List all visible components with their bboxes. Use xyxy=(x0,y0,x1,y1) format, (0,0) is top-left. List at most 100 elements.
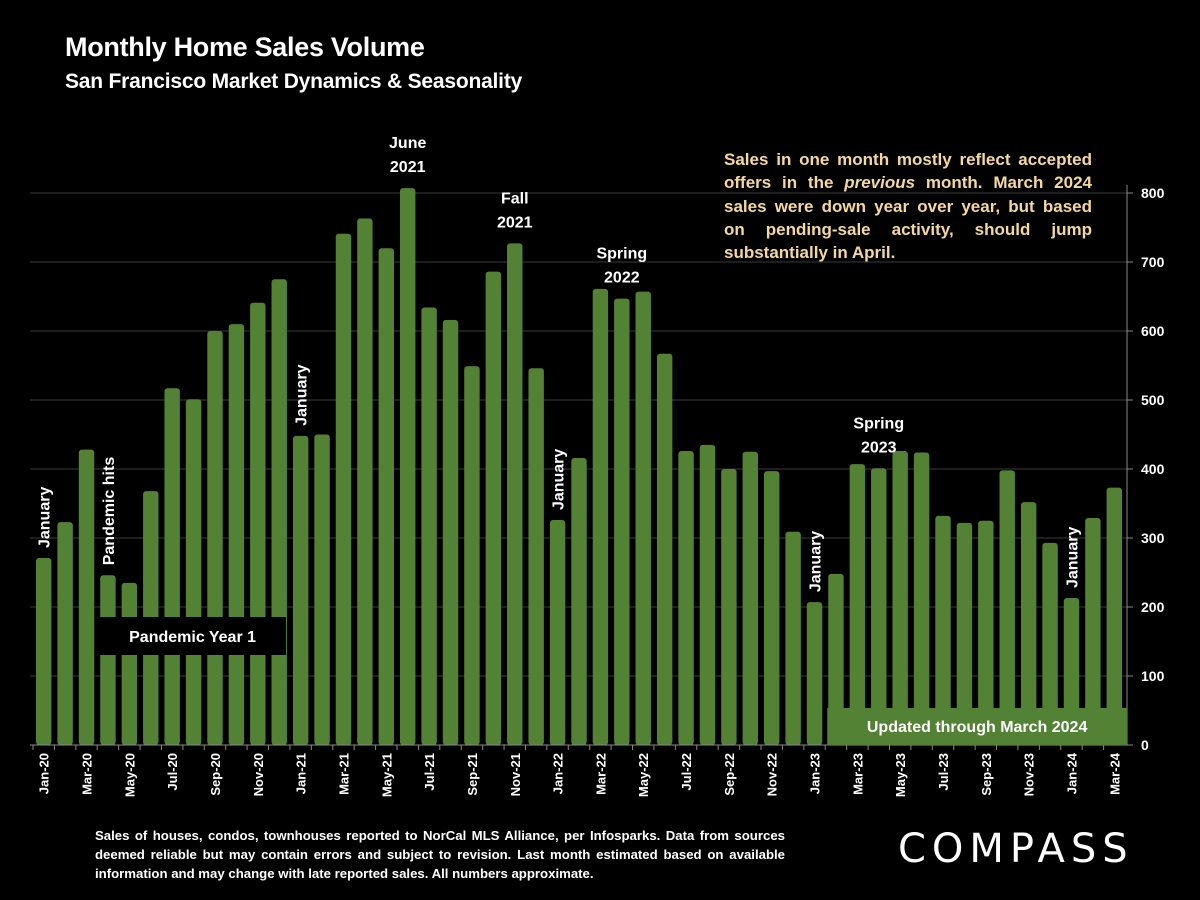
pandemic-year-box xyxy=(99,617,286,655)
x-tick-label: Mar-22 xyxy=(593,753,608,795)
y-tick-label: 300 xyxy=(1141,530,1165,546)
bar-jan-22 xyxy=(549,520,566,745)
bar-mar-21 xyxy=(335,233,352,745)
x-axis: Jan-20 Mar-20 May-20 Jul-20 Sep-20 Nov-20 Jan-… xyxy=(30,744,1127,797)
x-tick-label: Nov-22 xyxy=(765,753,780,796)
x-tick-label: Jan-20 xyxy=(37,753,52,794)
annotation-label: June xyxy=(389,135,426,152)
bar-apr-22 xyxy=(614,298,630,745)
bar-nov-22 xyxy=(763,471,780,745)
y-tick-label: 0 xyxy=(1141,737,1149,753)
bar-apr-23 xyxy=(871,468,887,745)
bar-nov-21 xyxy=(507,243,523,745)
bar-feb-23 xyxy=(828,573,844,745)
y-tick-label: 700 xyxy=(1141,254,1165,270)
annotation-label: Spring xyxy=(853,415,904,432)
x-tick-label: Sep-21 xyxy=(465,753,480,796)
bar-jul-22 xyxy=(678,451,694,745)
x-tick-label: Sep-22 xyxy=(722,753,737,796)
updated-through-label: Updated through March 2024 xyxy=(867,719,1088,736)
y-tick-label: 500 xyxy=(1141,392,1165,408)
bar-oct-20 xyxy=(228,324,245,745)
x-tick-label: Mar-20 xyxy=(80,753,95,795)
bar-jun-21 xyxy=(399,188,416,746)
annotation-label: 2022 xyxy=(604,270,640,287)
bar-sep-22 xyxy=(721,469,737,745)
x-tick-label: May-23 xyxy=(893,753,908,797)
bar-dec-23 xyxy=(1042,542,1058,745)
x-tick-label: Nov-20 xyxy=(251,753,266,796)
x-tick-label: Jul-21 xyxy=(422,753,437,791)
bars xyxy=(35,188,1123,746)
y-tick-label: 200 xyxy=(1141,599,1165,615)
bar-nov-23 xyxy=(1020,502,1037,745)
bar-jun-23 xyxy=(913,452,930,745)
y-tick-label: 800 xyxy=(1141,185,1165,201)
y-axis: 0 100 200 300 400 500 600 700 800 xyxy=(1126,185,1165,753)
chart-subtitle: San Francisco Market Dynamics & Seasonal… xyxy=(65,70,523,93)
bar-feb-22 xyxy=(571,457,587,745)
x-tick-label: Jan-21 xyxy=(294,753,309,794)
callout-boxes: Pandemic Year 1 Updated through March 202… xyxy=(99,617,1127,745)
bar-mar-22 xyxy=(592,288,609,745)
bar-jan-21 xyxy=(292,435,309,745)
annotation-label: 2023 xyxy=(861,439,897,456)
x-tick-label: Jul-23 xyxy=(936,753,951,791)
x-tick-label: Jul-20 xyxy=(165,753,180,791)
annotation-label: January xyxy=(37,487,54,548)
updated-through-box xyxy=(827,708,1127,745)
bar-aug-21 xyxy=(442,319,459,745)
bar-jul-21 xyxy=(421,307,437,745)
x-tick-label: Jan-23 xyxy=(808,753,823,794)
x-tick-label: Sep-20 xyxy=(208,753,223,796)
bar-nov-20 xyxy=(250,302,266,745)
bar-jan-23 xyxy=(806,602,823,745)
chart-title: Monthly Home Sales Volume xyxy=(65,32,425,62)
x-tick-label: Mar-21 xyxy=(336,753,351,795)
annotation-label: 2021 xyxy=(497,214,533,231)
bar-mar-24 xyxy=(1106,487,1123,745)
bar-dec-20 xyxy=(271,279,287,745)
x-tick-label: Jan-24 xyxy=(1064,752,1079,794)
bar-oct-21 xyxy=(485,271,502,745)
bar-may-22 xyxy=(635,291,651,745)
source-footnote: Sales of houses, condos, townhouses repo… xyxy=(95,828,785,881)
bar-may-21 xyxy=(378,248,395,745)
bar-mar-23 xyxy=(849,464,866,745)
annotation-label: January xyxy=(1064,527,1081,588)
annotation-label: Fall xyxy=(501,190,529,207)
bar-sep-23 xyxy=(978,520,994,745)
x-tick-label: Jan-22 xyxy=(551,753,566,794)
bar-aug-22 xyxy=(699,444,716,745)
annotation-label: Spring xyxy=(596,246,647,263)
annotation-label: January xyxy=(551,449,568,510)
bar-jul-20 xyxy=(164,388,180,745)
bar-may-20 xyxy=(121,582,138,745)
x-tick-label: Nov-21 xyxy=(508,753,523,796)
x-tick-label: May-21 xyxy=(379,753,394,797)
bar-jun-22 xyxy=(656,353,673,745)
annotations: January Pandemic hits January June 2021 Fall 2… xyxy=(37,135,1082,592)
bar-jan-20 xyxy=(35,558,52,745)
x-tick-label: Nov-23 xyxy=(1022,753,1037,796)
x-tick-label: Mar-23 xyxy=(850,753,865,795)
bar-apr-21 xyxy=(357,218,373,745)
bar-feb-24 xyxy=(1085,517,1101,745)
bar-feb-21 xyxy=(314,434,330,745)
bar-sep-20 xyxy=(207,331,223,745)
bar-apr-20 xyxy=(100,575,116,745)
x-tick-label: Sep-23 xyxy=(979,753,994,796)
bar-may-23 xyxy=(892,451,908,745)
bar-aug-20 xyxy=(185,399,202,745)
annotation-label: Pandemic hits xyxy=(101,457,118,566)
bar-feb-20 xyxy=(57,522,73,745)
note-text-1: Sales in one month mostly reflect accept… xyxy=(724,150,1092,193)
bar-mar-20 xyxy=(78,449,95,745)
compass-logo: COMPASS xyxy=(898,826,1134,872)
bar-jul-23 xyxy=(935,515,951,745)
annotation-label: January xyxy=(294,364,311,425)
annotation-label: 2021 xyxy=(390,159,426,176)
pandemic-year-label: Pandemic Year 1 xyxy=(129,629,256,646)
x-tick-label: Mar-24 xyxy=(1107,752,1122,795)
